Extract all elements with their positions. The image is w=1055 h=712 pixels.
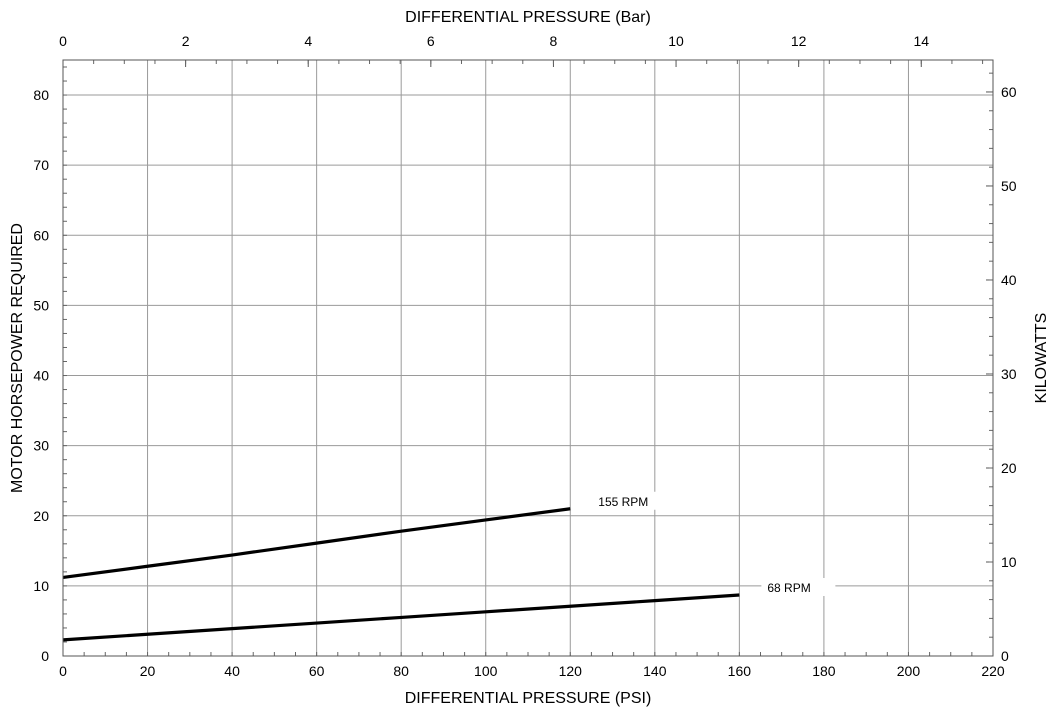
y-axis-title: MOTOR HORSEPOWER REQUIRED — [9, 223, 26, 493]
tick-label-layer: 0 20 40 60 80 100 120 140 160 180 200 2200102030405… — [33, 33, 1016, 679]
x-tick-label: 40 — [224, 663, 240, 679]
series-layer — [62, 507, 740, 642]
x-tick-label: 180 — [812, 663, 836, 679]
series-label-bg-1 — [761, 577, 836, 596]
series-label-1: 68 RPM — [767, 581, 810, 595]
grid-layer — [62, 60, 994, 657]
x-tick-label: 20 — [140, 663, 156, 679]
series-label-bg-0 — [592, 491, 667, 510]
y-tick-label: 10 — [33, 578, 49, 594]
x-tick-label: 140 — [643, 663, 667, 679]
y-tick-label: 70 — [33, 157, 49, 173]
y-tick-label: 30 — [33, 438, 49, 454]
x-tick-label: 60 — [309, 663, 325, 679]
x2-tick-label: 10 — [668, 33, 684, 49]
x-tick-label: 200 — [897, 663, 921, 679]
x2-axis-title: DIFFERENTIAL PRESSURE (Bar) — [405, 9, 651, 26]
y-tick-label: 40 — [33, 368, 49, 384]
x-tick-label: 0 — [59, 663, 67, 679]
x-tick-label: 220 — [981, 663, 1005, 679]
y2-tick-label: 50 — [1001, 178, 1017, 194]
y-tick-label: 0 — [41, 648, 49, 664]
x2-tick-label: 14 — [913, 33, 929, 49]
x-tick-label: 100 — [474, 663, 498, 679]
x2-tick-label: 6 — [427, 33, 435, 49]
y-tick-label: 20 — [33, 508, 49, 524]
plot-frame — [62, 59, 994, 657]
x2-tick-label: 0 — [59, 33, 67, 49]
x2-tick-label: 12 — [791, 33, 807, 49]
y2-tick-label: 60 — [1001, 84, 1017, 100]
x2-tick-label: 8 — [550, 33, 558, 49]
y2-tick-label: 0 — [1001, 648, 1009, 664]
y2-tick-label: 20 — [1001, 460, 1017, 476]
y2-tick-label: 30 — [1001, 366, 1017, 382]
y2-tick-label: 40 — [1001, 272, 1017, 288]
x-axis-title: DIFFERENTIAL PRESSURE (PSI) — [405, 690, 652, 707]
series-line-0 — [62, 507, 571, 580]
series-line-1 — [62, 593, 740, 642]
x-tick-label: 160 — [728, 663, 752, 679]
y2-tick-label: 10 — [1001, 554, 1017, 570]
x-tick-label: 120 — [559, 663, 583, 679]
y-tick-label: 80 — [33, 87, 49, 103]
series-label-0: 155 RPM — [598, 495, 648, 509]
minor-tick-layer — [62, 60, 994, 657]
x-tick-label: 80 — [393, 663, 409, 679]
x2-tick-label: 2 — [182, 33, 190, 49]
series-label-layer: 155 RPM 68 RPM — [592, 491, 836, 596]
y-tick-label: 60 — [33, 227, 49, 243]
x2-tick-label: 4 — [304, 33, 312, 49]
y-tick-label: 50 — [33, 297, 49, 313]
y2-axis-title: KILOWATTS — [1033, 313, 1050, 404]
